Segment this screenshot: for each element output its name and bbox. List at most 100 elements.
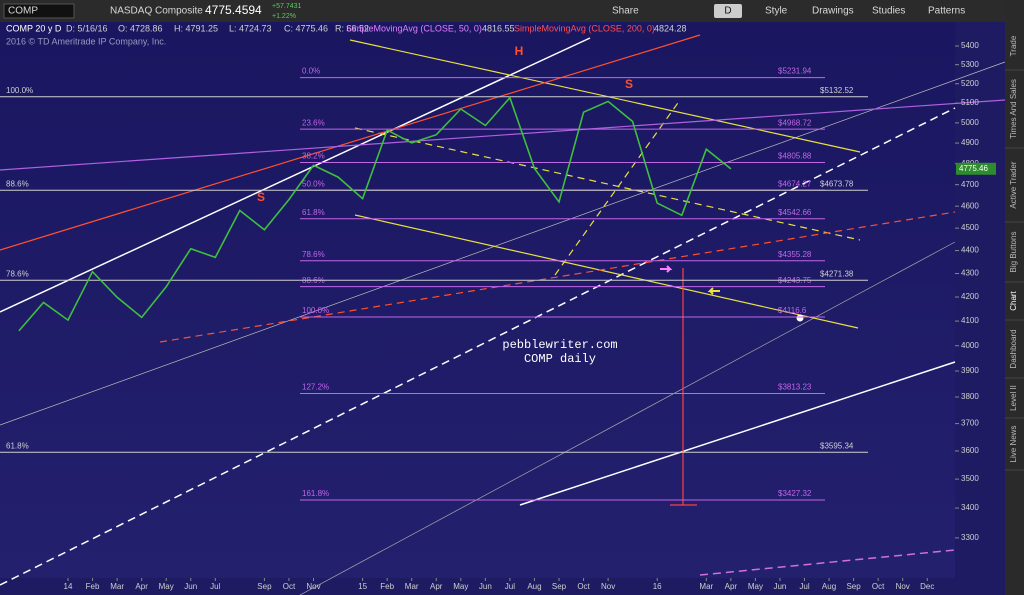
y-tick-label: 5100 <box>961 98 979 107</box>
level-price: $3595.34 <box>820 441 854 450</box>
x-tick-label: Jul <box>799 582 809 591</box>
x-tick-label: 14 <box>64 582 73 591</box>
pattern-label: S <box>625 77 633 91</box>
x-tick-label: Nov <box>306 582 320 591</box>
x-tick-label: Sep <box>552 582 567 591</box>
toolbar-button[interactable]: Share <box>612 6 639 17</box>
trend-line <box>0 34 701 251</box>
trend-line <box>159 211 956 343</box>
y-tick-label: 5200 <box>961 79 979 88</box>
bar-low: L: 4724.73 <box>229 23 272 33</box>
y-tick-label: 4100 <box>961 316 979 325</box>
x-tick-label: Oct <box>872 582 885 591</box>
toolbar-button[interactable]: D <box>724 6 731 17</box>
sma50-label: SimpleMovingAvg (CLOSE, 50, 0) <box>346 23 482 33</box>
toolbar-button[interactable]: Patterns <box>928 6 965 17</box>
y-tick-label: 4300 <box>961 269 979 278</box>
side-tab[interactable]: Big Buttons <box>1009 232 1018 273</box>
y-tick-label: 3800 <box>961 392 979 401</box>
level-percent: 23.6% <box>302 118 325 127</box>
period-button[interactable] <box>714 4 742 18</box>
y-tick-label: 4000 <box>961 341 979 350</box>
side-tab[interactable]: Dashboard <box>1009 329 1018 368</box>
side-tab[interactable]: Level II <box>1009 385 1018 411</box>
y-tick-label: 3600 <box>961 446 979 455</box>
toolbar-button[interactable]: Studies <box>872 6 905 17</box>
chart-period: COMP 20 y D <box>6 23 62 33</box>
y-tick-label: 5000 <box>961 118 979 127</box>
toolbar-button[interactable]: Drawings <box>812 6 854 17</box>
x-tick-label: Oct <box>577 582 590 591</box>
y-tick-label: 4200 <box>961 292 979 301</box>
x-tick-label: Mar <box>110 582 124 591</box>
sma50-value: 4816.55 <box>482 23 515 33</box>
level-price: $4673.78 <box>820 179 854 188</box>
level-percent: 78.6% <box>6 269 29 278</box>
side-tab[interactable]: Times And Sales <box>1009 79 1018 139</box>
trend-line <box>699 549 956 576</box>
copyright: 2016 © TD Ameritrade IP Company, Inc. <box>6 36 166 46</box>
x-tick-label: Dec <box>920 582 934 591</box>
symbol-box[interactable] <box>3 3 75 19</box>
level-price: $3813.23 <box>778 383 812 392</box>
x-tick-label: Sep <box>257 582 272 591</box>
arrow <box>660 265 673 273</box>
trend-line <box>519 361 956 506</box>
x-tick-label: Jun <box>479 582 492 591</box>
x-tick-label: Feb <box>86 582 100 591</box>
trend-line <box>0 107 956 586</box>
x-tick-label: 16 <box>653 582 662 591</box>
level-price: $5231.94 <box>778 67 812 76</box>
y-tick-label: 4500 <box>961 223 979 232</box>
x-tick-label: Mar <box>405 582 419 591</box>
y-tick-label: 4400 <box>961 246 979 255</box>
bar-open: O: 4728.86 <box>118 23 163 33</box>
x-tick-label: Apr <box>135 582 148 591</box>
level-price: $4968.72 <box>778 118 812 127</box>
x-tick-label: Jun <box>773 582 786 591</box>
level-percent: 0.0% <box>302 67 320 76</box>
annotation: pebblewriter.com <box>502 338 617 352</box>
level-percent: 100.0% <box>302 306 329 315</box>
x-tick-label: Apr <box>725 582 738 591</box>
channel-line <box>354 214 859 329</box>
bar-range: R: 66.52 <box>335 23 369 33</box>
trend-line <box>299 241 956 595</box>
x-tick-label: Sep <box>846 582 861 591</box>
y-tick-label: 4900 <box>961 138 979 147</box>
x-tick-label: Jul <box>505 582 515 591</box>
channel-line <box>354 127 861 241</box>
toolbar-button[interactable]: Style <box>765 6 788 17</box>
last-price: 4775.4594 <box>205 3 262 17</box>
level-price: $4805.88 <box>778 152 812 161</box>
x-tick-label: Feb <box>380 582 394 591</box>
sma200-label: SimpleMovingAvg (CLOSE, 200, 0) <box>514 23 655 33</box>
x-tick-label: 15 <box>358 582 367 591</box>
level-percent: 127.2% <box>302 383 329 392</box>
level-percent: 88.6% <box>6 179 29 188</box>
y-tick-label: 3900 <box>961 366 979 375</box>
side-tab[interactable]: Chart <box>1009 290 1018 310</box>
y-tick-label: 3700 <box>961 419 979 428</box>
x-tick-label: Mar <box>699 582 713 591</box>
channel-line <box>349 39 861 153</box>
level-price: $4355.28 <box>778 250 812 259</box>
side-tab[interactable]: Live News <box>1009 426 1018 463</box>
symbol-name: NASDAQ Composite <box>110 6 203 17</box>
x-tick-label: Jul <box>210 582 220 591</box>
y-tick-label: 3400 <box>961 503 979 512</box>
side-tab[interactable]: Active Trader <box>1009 161 1018 208</box>
level-price: $4116.6 <box>778 306 807 315</box>
toolbar <box>0 0 1024 22</box>
side-tab[interactable]: Trade <box>1009 35 1018 56</box>
side-tab-strip <box>1005 0 1024 595</box>
pattern-label: S <box>257 190 265 204</box>
time-axis <box>0 578 1005 595</box>
drawing-tools <box>0 34 1006 595</box>
y-tick-label: 5400 <box>961 41 979 50</box>
y-tick-label: 3500 <box>961 474 979 483</box>
x-tick-label: Nov <box>601 582 615 591</box>
level-percent: 78.6% <box>302 250 325 259</box>
level-percent: 38.2% <box>302 152 325 161</box>
